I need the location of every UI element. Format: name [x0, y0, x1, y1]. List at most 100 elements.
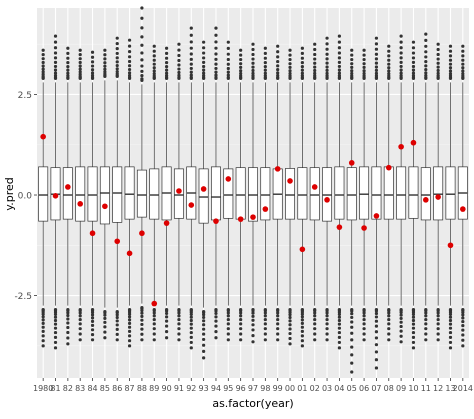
outlier-point [251, 318, 255, 322]
outlier-point [251, 74, 255, 78]
outlier-point [461, 72, 465, 76]
x-tick-label: 95 [223, 384, 233, 393]
outlier-point [436, 47, 440, 52]
outlier-point [461, 316, 465, 320]
outlier-point [202, 332, 206, 336]
outlier-point [424, 68, 428, 72]
outlier-point [140, 43, 144, 47]
outlier-point [362, 62, 366, 66]
mean-point-1984 [89, 230, 96, 237]
outlier-point [90, 328, 95, 332]
outlier-point [300, 321, 304, 325]
outlier-point [350, 309, 354, 313]
outlier-point [53, 34, 58, 38]
outlier-point [350, 353, 354, 357]
outlier-point [127, 312, 132, 316]
outlier-point [189, 73, 193, 77]
box-body [445, 166, 456, 220]
outlier-point [362, 57, 366, 62]
outlier-point [127, 73, 132, 78]
outlier-point [226, 73, 230, 77]
box-2000 [285, 48, 296, 346]
outlier-point [90, 73, 95, 78]
box-2009 [396, 34, 407, 344]
outlier-point [411, 56, 416, 60]
outlier-point [461, 54, 465, 58]
outlier-point [239, 317, 243, 322]
outlier-point [350, 338, 354, 342]
outlier-point [448, 346, 453, 350]
outlier-point [337, 40, 341, 44]
outlier-point [165, 74, 169, 78]
outlier-point [78, 48, 82, 52]
outlier-point [202, 40, 206, 44]
outlier-point [177, 48, 181, 52]
outlier-point [165, 324, 169, 328]
outlier-point [300, 315, 304, 319]
outlier-point [189, 75, 193, 79]
outlier-point [251, 42, 255, 46]
outlier-point [152, 49, 156, 53]
outlier-point [78, 64, 82, 68]
x-tick-label: 82 [63, 384, 73, 393]
box-body [112, 166, 123, 223]
outlier-point [374, 61, 379, 65]
outlier-point [103, 316, 107, 320]
outlier-point [350, 57, 354, 62]
outlier-point [288, 323, 292, 327]
outlier-point [214, 324, 218, 328]
outlier-point [313, 47, 317, 52]
outlier-point [53, 56, 58, 60]
outlier-point [448, 326, 453, 330]
outlier-point [239, 74, 243, 78]
outlier-point [288, 331, 292, 336]
box-body [260, 167, 271, 221]
outlier-point [226, 309, 230, 313]
outlier-point [251, 309, 255, 313]
outlier-point [53, 71, 58, 75]
outlier-point [374, 311, 379, 316]
outlier-point [337, 64, 341, 69]
outlier-point [448, 322, 453, 326]
outlier-point [239, 62, 243, 66]
outlier-point [399, 324, 403, 329]
box-1990 [161, 46, 172, 340]
outlier-point [226, 70, 230, 74]
outlier-point [152, 66, 156, 70]
x-tick-label: 12 [433, 384, 443, 393]
outlier-point [140, 314, 144, 319]
x-tick-label: 93 [199, 384, 209, 393]
outlier-point [53, 310, 58, 314]
outlier-point [300, 318, 304, 322]
outlier-point [436, 317, 440, 322]
outlier-point [362, 311, 366, 315]
outlier-point [424, 38, 428, 42]
outlier-point [288, 336, 292, 341]
outlier-point [337, 71, 341, 75]
outlier-point [66, 325, 70, 330]
outlier-point [448, 310, 453, 314]
outlier-point [411, 64, 416, 69]
x-tick-label: 88 [137, 384, 147, 393]
outlier-point [239, 65, 243, 69]
box-body [359, 166, 370, 220]
outlier-point [461, 328, 465, 332]
outlier-point [399, 329, 403, 333]
outlier-point [214, 70, 218, 74]
box-1982 [62, 46, 73, 346]
x-tick-label: 84 [87, 384, 97, 393]
outlier-point [53, 335, 58, 339]
x-tick-label: 2014 [453, 384, 473, 393]
outlier-point [66, 71, 70, 75]
outlier-point [189, 315, 193, 319]
outlier-point [140, 318, 144, 322]
outlier-point [41, 325, 45, 329]
outlier-point [103, 67, 107, 71]
outlier-point [300, 46, 304, 50]
outlier-point [140, 338, 144, 342]
outlier-point [78, 52, 82, 57]
outlier-point [424, 338, 428, 342]
x-tick-label: 92 [186, 384, 196, 393]
x-tick-label: 08 [384, 384, 394, 393]
outlier-point [202, 337, 206, 342]
